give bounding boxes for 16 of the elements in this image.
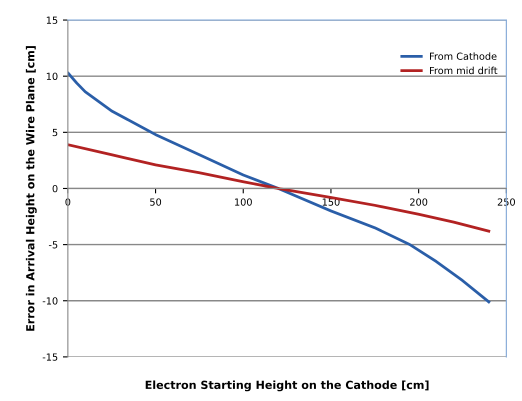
x-tick-label: 0 bbox=[65, 198, 70, 206]
x-tick-label: 50 bbox=[150, 198, 162, 206]
x-tick-label: 200 bbox=[410, 198, 428, 206]
y-tick-label: 0 bbox=[52, 184, 58, 192]
x-tick-label: 100 bbox=[235, 198, 252, 206]
y-tick-label: 10 bbox=[46, 72, 58, 80]
legend-label: From Cathode bbox=[430, 52, 497, 60]
y-axis-title: Error in Arrival Height on the Wire Plane [cm] bbox=[26, 46, 37, 331]
x-axis-title: Electron Starting Height on the Cathode [cm] bbox=[146, 380, 429, 392]
legend-label: From mid drift bbox=[430, 66, 498, 74]
y-tick-label: -15 bbox=[42, 353, 58, 361]
y-tick-label: 15 bbox=[46, 16, 58, 24]
y-tick-label: -5 bbox=[48, 241, 58, 248]
y-tick-label: -10 bbox=[42, 297, 58, 305]
x-tick-label: 250 bbox=[498, 198, 515, 206]
y-tick-label: 5 bbox=[52, 128, 58, 136]
